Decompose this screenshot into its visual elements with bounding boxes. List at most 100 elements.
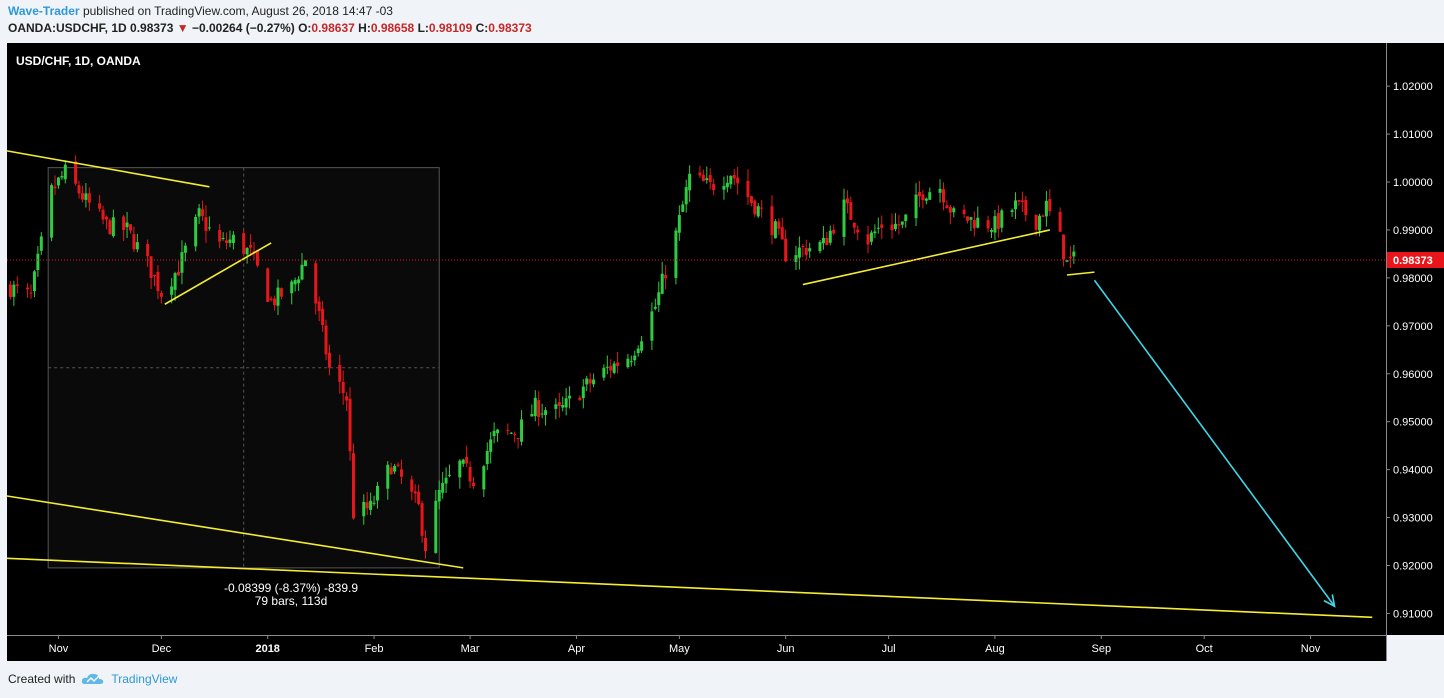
time-tick-label: 2018 — [255, 643, 279, 655]
candle-body — [180, 252, 184, 273]
candle-body — [725, 182, 729, 188]
candle-body — [317, 301, 321, 311]
candle-body — [327, 352, 331, 368]
candle-body — [1020, 200, 1024, 202]
candle-body — [149, 256, 153, 279]
candle-body — [873, 231, 877, 234]
price-chart[interactable]: USD/CHF, 1D, OANDA 1.02000 1.01000 1.00000… — [0, 43, 1444, 661]
candle-body — [489, 439, 493, 452]
candle-body — [732, 174, 736, 179]
time-tick-label: Jun — [777, 643, 795, 655]
candle-body — [537, 400, 541, 417]
candle-body — [969, 217, 973, 220]
candle-body — [39, 236, 43, 251]
candle-body — [921, 194, 925, 201]
candle-body — [183, 245, 187, 253]
candle-body — [828, 230, 832, 243]
candle-body — [506, 430, 510, 432]
author-link[interactable]: Wave-Trader — [8, 4, 80, 18]
candle-body — [821, 237, 825, 244]
price-axis-labels: 1.02000 1.01000 1.00000 0.99000 0.98000 0.970… — [1386, 81, 1444, 620]
time-axis-labels: Nov Dec 2018 Feb Mar Apr May Jun Jul Aug Sep Oct Nov — [49, 635, 1321, 655]
symbol-label: OANDA:USDCHF, 1D — [8, 21, 127, 35]
candle-body — [688, 173, 692, 191]
candle-body — [897, 224, 901, 226]
candle-body — [386, 464, 390, 489]
price-tick-label: 1.02000 — [1393, 81, 1433, 93]
candle-body — [108, 220, 112, 235]
candle-body — [125, 222, 129, 228]
candle-body — [592, 379, 596, 385]
time-tick-label: May — [669, 643, 690, 655]
candle-body — [375, 485, 379, 501]
candle-body — [77, 185, 81, 194]
candle-body — [876, 227, 880, 229]
candle-body — [849, 202, 853, 220]
candle-body — [266, 268, 270, 302]
price-tick-label: 1.01000 — [1393, 129, 1433, 141]
candle-body — [712, 183, 716, 191]
candle-body — [314, 263, 318, 304]
candle-body — [177, 271, 181, 276]
candle-body — [60, 176, 64, 178]
candle-body — [159, 293, 163, 297]
trendlines — [6, 150, 1386, 619]
candle-body — [626, 358, 630, 368]
time-axis — [7, 635, 1386, 661]
candle-body — [516, 437, 520, 439]
candle-body — [485, 451, 489, 464]
time-tick-label: Jul — [882, 643, 896, 655]
candle-body — [568, 395, 572, 399]
candle-body — [856, 229, 860, 233]
high-value: 0.98658 — [370, 21, 415, 35]
close-value: 0.98373 — [488, 21, 532, 35]
candle-body — [900, 221, 904, 225]
candle-body — [653, 306, 657, 309]
candle-body — [1044, 200, 1048, 217]
candle-body — [207, 227, 211, 229]
candle-body — [612, 363, 616, 373]
candle-body — [564, 398, 568, 408]
candle-body — [797, 247, 801, 258]
candle-body — [972, 220, 976, 229]
candle-body — [1038, 215, 1042, 231]
candle-body — [965, 216, 969, 221]
candle-body — [794, 255, 798, 262]
time-tick-label: Sep — [1091, 643, 1111, 655]
time-tick-label: Aug — [985, 643, 1005, 655]
measure-change-label: -0.08399 (-8.37%) -839.9 — [224, 581, 358, 595]
candle-body — [674, 230, 678, 278]
candle-body — [561, 405, 565, 408]
candle-body — [104, 216, 108, 220]
candle-body — [345, 396, 349, 401]
candle-body — [904, 214, 908, 222]
candle-body — [441, 482, 445, 493]
candle-body — [636, 348, 640, 354]
candle-body — [249, 244, 253, 248]
tradingview-link[interactable]: TradingView — [111, 672, 178, 686]
candle-body — [468, 466, 472, 482]
candle-body — [56, 177, 60, 186]
price-tick-label: 1.00000 — [1393, 177, 1433, 189]
candle-body — [420, 503, 424, 536]
candle-body — [348, 398, 352, 452]
candle-body — [660, 273, 664, 294]
candle-body — [365, 502, 369, 509]
candle-body — [602, 367, 606, 378]
footer: Created with TradingView — [8, 672, 177, 686]
last-price: 0.98373 — [130, 21, 174, 35]
candle-body — [513, 433, 517, 435]
price-tick-label: 0.97000 — [1393, 321, 1433, 333]
candle-body — [53, 186, 57, 189]
candle-body — [808, 248, 812, 252]
candle-body — [945, 205, 949, 209]
candle-body — [170, 286, 174, 295]
candle-body — [389, 467, 393, 475]
time-tick-label: Nov — [49, 643, 69, 655]
candle-body — [664, 275, 668, 279]
candle-body — [1065, 260, 1069, 262]
candle-body — [753, 200, 757, 215]
candle-body — [804, 247, 808, 255]
candle-body — [825, 238, 829, 246]
candle-body — [557, 402, 561, 406]
